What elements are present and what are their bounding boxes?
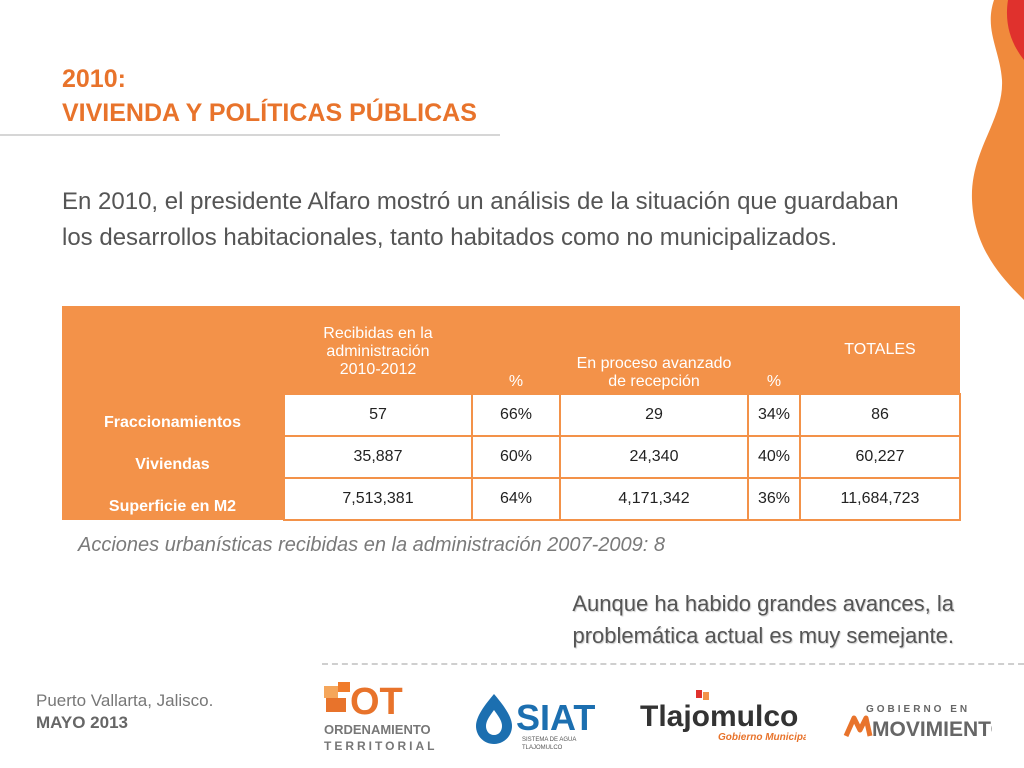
- housing-table: Recibidas en la administración 2010-2012…: [62, 306, 961, 521]
- header-in-process: En proceso avanzado de recepción: [560, 306, 748, 394]
- tlajomulco-name: Tlajomulco: [640, 700, 798, 733]
- table-cell: 29: [559, 393, 749, 437]
- title-topic: VIVIENDA Y POLÍTICAS PÚBLICAS: [62, 99, 477, 127]
- gobierno-en-movimiento-logo-icon: GOBIERNO EN MOVIMIENTO: [843, 704, 992, 741]
- title-year: 2010:: [62, 65, 126, 93]
- table-cell: 60,227: [799, 435, 961, 479]
- table-row: Superficie en M2 7,513,381 64% 4,171,342…: [62, 477, 961, 521]
- table-cell: 34%: [747, 393, 801, 437]
- ot-mark: OT: [350, 681, 403, 723]
- tlajomulco-sub: Gobierno Municipal: [718, 732, 806, 743]
- table-cell: 24,340: [559, 435, 749, 479]
- table-header-row: Recibidas en la administración 2010-2012…: [62, 306, 960, 394]
- siat-sub2: TLAJOMULCO: [522, 745, 563, 751]
- ot-line1: ORDENAMIENTO: [324, 722, 431, 737]
- footer-date: MAYO 2013: [36, 713, 128, 732]
- siat-logo-icon: SIAT SISTEMA DE AGUA TLAJOMULCO: [476, 694, 595, 751]
- intro-paragraph: En 2010, el presidente Alfaro mostró un …: [62, 188, 899, 251]
- footer-divider: [322, 663, 1024, 665]
- title-divider: [0, 134, 500, 136]
- gobierno-line1: GOBIERNO EN: [866, 704, 970, 715]
- conclusion-line-2: problemática actual es muy semejante.: [572, 623, 954, 648]
- siat-sub1: SISTEMA DE AGUA: [522, 737, 576, 743]
- table-row: Fraccionamientos 57 66% 29 34% 86: [62, 393, 961, 437]
- table-cell: 66%: [471, 393, 561, 437]
- table-cell: 64%: [471, 477, 561, 521]
- table-cell: 7,513,381: [283, 477, 473, 521]
- ordenamiento-territorial-logo-icon: OT ORDENAMIENTO TERRITORIAL: [324, 681, 437, 753]
- siat-name: SIAT: [516, 697, 595, 738]
- table-cell: 57: [283, 393, 473, 437]
- row-label: Superficie en M2: [62, 478, 284, 520]
- table-cell: 86: [799, 393, 961, 437]
- table-cell: 36%: [747, 477, 801, 521]
- page-title: 2010: VIVIENDA Y POLÍTICAS PÚBLICAS: [62, 62, 477, 130]
- conclusion-line-1: Aunque ha habido grandes avances, la: [572, 591, 954, 616]
- header-received: Recibidas en la administración 2010-2012: [284, 306, 472, 394]
- table-cell: 35,887: [283, 435, 473, 479]
- footnote: Acciones urbanísticas recibidas en la ad…: [78, 534, 666, 556]
- footer-place: Puerto Vallarta, Jalisco.: [36, 691, 214, 710]
- table-row: Viviendas 35,887 60% 24,340 40% 60,227: [62, 435, 961, 479]
- conclusion-text: Aunque ha habido grandes avances, la pro…: [572, 588, 954, 652]
- row-label: Fraccionamientos: [62, 394, 284, 436]
- row-label: Viviendas: [62, 436, 284, 478]
- header-totals: TOTALES: [800, 306, 960, 394]
- header-percent-1: %: [472, 306, 560, 394]
- table-cell: 60%: [471, 435, 561, 479]
- gobierno-line2: MOVIMIENTO: [872, 718, 992, 741]
- table-cell: 4,171,342: [559, 477, 749, 521]
- table-cell: 40%: [747, 435, 801, 479]
- tlajomulco-logo-icon: Tlajomulco Gobierno Municipal: [640, 690, 806, 743]
- footer-place-date: Puerto Vallarta, Jalisco. MAYO 2013: [36, 690, 213, 734]
- table-cell: 11,684,723: [799, 477, 961, 521]
- header-blank: [62, 306, 284, 394]
- flame-decoration-icon: [971, 0, 1024, 300]
- ot-line2: TERRITORIAL: [324, 739, 437, 753]
- header-percent-2: %: [748, 306, 800, 394]
